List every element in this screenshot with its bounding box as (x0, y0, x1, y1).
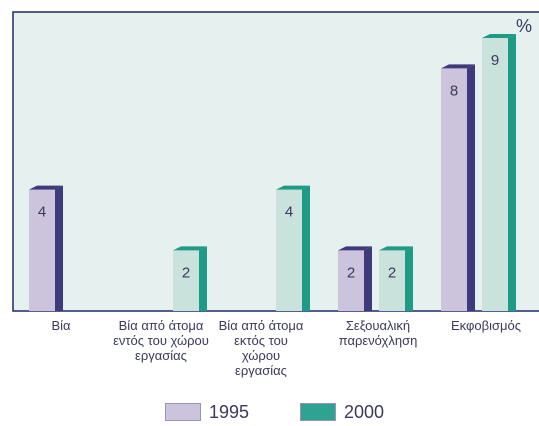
legend-item-2000: 2000 (300, 402, 384, 422)
bar-face (441, 68, 467, 311)
bar-value-label: 4 (38, 204, 46, 221)
bar-face (276, 189, 302, 311)
category-label-line: εκτός του (234, 333, 288, 348)
bar-top (276, 185, 310, 190)
category-label-4: Εκφοβισμός (431, 318, 539, 333)
category-label-3: Σεξουαλική παρενόχληση (323, 318, 433, 348)
bar-2000-4: 9 (482, 34, 516, 311)
bar-value-label: 4 (285, 204, 293, 221)
bar-face (482, 38, 508, 311)
category-label-line: παρενόχληση (338, 333, 418, 348)
category-label-line: χώρου (241, 348, 281, 363)
bar-value-label: 2 (182, 264, 190, 281)
bar-top (29, 185, 63, 190)
bar-top (482, 34, 516, 38)
bar-top (441, 64, 475, 69)
bar-value-label: 9 (491, 52, 499, 69)
bar-top (379, 246, 413, 251)
bar-side (467, 64, 475, 311)
bar-side (508, 34, 516, 311)
bar-side (302, 185, 310, 311)
category-label-line: εργασίας (135, 348, 187, 363)
legend-label-1995: 1995 (209, 401, 250, 422)
category-label-line: Σεξουαλική (345, 318, 411, 333)
category-label-line: εντός του χώρου (113, 333, 209, 348)
bar-1995-3: 2 (338, 246, 372, 311)
category-label-line: Βία από άτομα (118, 318, 204, 333)
category-label-0: Βία (6, 318, 116, 333)
legend-label-2000: 2000 (344, 401, 385, 422)
bar-side (405, 246, 413, 311)
bar-side (55, 185, 63, 311)
bar-face (379, 250, 405, 311)
bar-side (199, 246, 207, 311)
bar-face (29, 189, 55, 311)
legend-item-1995: 1995 (165, 402, 249, 422)
unit-label: % (516, 16, 533, 36)
legend-swatch-2000 (300, 403, 336, 421)
bar-2000-1: 2 (173, 246, 207, 311)
bar-1995-4: 8 (441, 64, 475, 311)
bar-top (338, 246, 372, 251)
category-label-2: Βία από άτομα εκτός του χώρου εργασίας (206, 318, 316, 378)
category-label-line: εργασίας (235, 363, 287, 378)
category-label-line: Βία (51, 318, 71, 333)
bars-group: 4 2 8 2 4 2 9 (29, 34, 516, 311)
bar-1995-0: 4 (29, 185, 63, 311)
category-label-line: Βία από άτομα (218, 318, 304, 333)
bar-side (364, 246, 372, 311)
category-label-1: Βία από άτομα εντός του χώρου εργασίας (106, 318, 216, 363)
bar-value-label: 2 (388, 264, 396, 281)
category-label-line: Εκφοβισμός (450, 318, 522, 333)
bar-2000-3: 2 (379, 246, 413, 311)
bar-top (173, 246, 207, 251)
bar-face (173, 250, 199, 311)
bar-2000-2: 4 (276, 185, 310, 311)
bar-value-label: 2 (347, 264, 355, 281)
legend-swatch-1995 (165, 403, 201, 421)
bar-face (338, 250, 364, 311)
bar-value-label: 8 (450, 82, 458, 99)
